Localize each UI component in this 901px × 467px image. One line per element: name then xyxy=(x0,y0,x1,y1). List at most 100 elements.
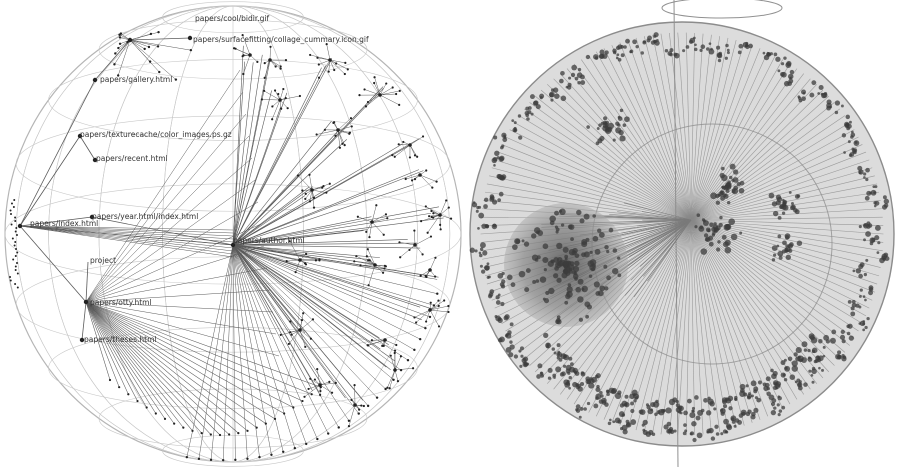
rim-node xyxy=(15,248,18,250)
rim-node xyxy=(840,104,844,108)
author-ray xyxy=(232,244,394,380)
rim-node xyxy=(873,204,877,208)
tree-nodes xyxy=(9,30,453,462)
rim-node xyxy=(14,265,17,268)
author-edge xyxy=(232,186,310,246)
rim-node xyxy=(478,212,485,219)
leaf-edge xyxy=(348,404,356,427)
top-leaf-node xyxy=(118,33,121,36)
central-node xyxy=(773,253,777,257)
leaf-node xyxy=(308,173,311,176)
rim-node xyxy=(586,401,591,406)
rim-node xyxy=(553,87,559,93)
radial-edge xyxy=(690,108,841,221)
rim-node xyxy=(691,406,696,411)
rim-node xyxy=(715,432,720,436)
focus-node xyxy=(559,208,566,216)
radial-edge xyxy=(677,32,692,221)
leaf-edge xyxy=(368,339,386,346)
rim-node xyxy=(738,413,744,418)
otty-ray xyxy=(85,301,294,408)
tree-edge xyxy=(79,135,96,161)
leaf-edge xyxy=(371,205,377,223)
leaf-node xyxy=(304,263,308,266)
ray-end-node xyxy=(406,359,410,362)
author-ray xyxy=(232,244,307,444)
rim-node xyxy=(560,70,565,76)
radial-edge xyxy=(690,167,873,221)
rim-node xyxy=(691,421,697,427)
leaf-node xyxy=(279,333,282,336)
otty-ray xyxy=(85,301,202,434)
radial-edge xyxy=(643,219,692,432)
leaf-edge xyxy=(318,59,331,78)
leaf-node xyxy=(242,72,245,76)
author-edge xyxy=(232,239,408,246)
rim-node xyxy=(469,247,475,253)
radial-edge xyxy=(505,136,692,221)
rim-node xyxy=(703,397,708,403)
rim-node xyxy=(501,144,505,148)
focus-node xyxy=(549,220,555,226)
rim-node xyxy=(647,35,652,41)
leaf-node xyxy=(317,63,320,66)
rim-node xyxy=(503,134,506,138)
focus-node xyxy=(588,274,593,278)
node-label-index: papers/index.html xyxy=(30,219,98,228)
leaf-edge xyxy=(288,329,301,345)
leaf-node xyxy=(393,349,397,352)
focus-node xyxy=(578,317,584,322)
leaf-edge xyxy=(329,59,335,71)
rim-node xyxy=(862,320,866,323)
rim-node xyxy=(713,407,717,411)
cluster-hub-node xyxy=(393,368,397,372)
rim-node xyxy=(750,380,757,387)
rim-node xyxy=(737,50,742,55)
cluster-hub-node xyxy=(353,403,357,407)
rim-node xyxy=(808,369,812,373)
radial-edge xyxy=(690,219,884,235)
hub-node xyxy=(83,299,89,305)
focus-edge xyxy=(633,219,692,298)
leaf-edge xyxy=(310,54,331,61)
sphere-grid xyxy=(4,1,462,467)
radial-edge xyxy=(690,219,884,226)
node-label-gallery: papers/gallery.html xyxy=(100,75,172,84)
otty-ray xyxy=(85,301,276,420)
leaf-edge xyxy=(364,89,381,96)
rim-node xyxy=(545,342,552,349)
rim-node xyxy=(579,407,584,411)
rim-node xyxy=(16,286,19,289)
otty-ray xyxy=(85,301,221,436)
leaf-node xyxy=(437,325,441,328)
leaf-edge xyxy=(439,207,449,216)
leaf-node xyxy=(382,233,385,236)
central-node xyxy=(738,187,745,194)
radial-edge xyxy=(690,37,729,221)
leaf-edge xyxy=(367,249,376,266)
leaf-node xyxy=(280,107,283,110)
author-edge xyxy=(232,217,444,246)
radial-edge xyxy=(690,219,875,293)
rim-node xyxy=(696,432,703,439)
leaf-node xyxy=(325,191,328,194)
leaf-node xyxy=(325,43,328,46)
central-node xyxy=(739,180,745,186)
rim-node xyxy=(858,225,862,229)
rim-node xyxy=(777,69,781,73)
rim-node xyxy=(638,409,644,415)
rim-node xyxy=(509,322,514,327)
leaf-edge xyxy=(379,94,400,106)
index-edge xyxy=(19,225,234,240)
node-clusters xyxy=(469,32,890,443)
rim-node xyxy=(764,382,770,388)
rim-node xyxy=(568,366,575,373)
rim-node xyxy=(866,316,870,321)
leaf-node xyxy=(344,61,347,64)
rim-node xyxy=(15,262,18,264)
focus-node xyxy=(577,278,584,285)
rim-node xyxy=(801,357,807,363)
radial-edge xyxy=(509,129,692,221)
focus-node xyxy=(568,248,576,256)
rim-node xyxy=(785,62,792,68)
